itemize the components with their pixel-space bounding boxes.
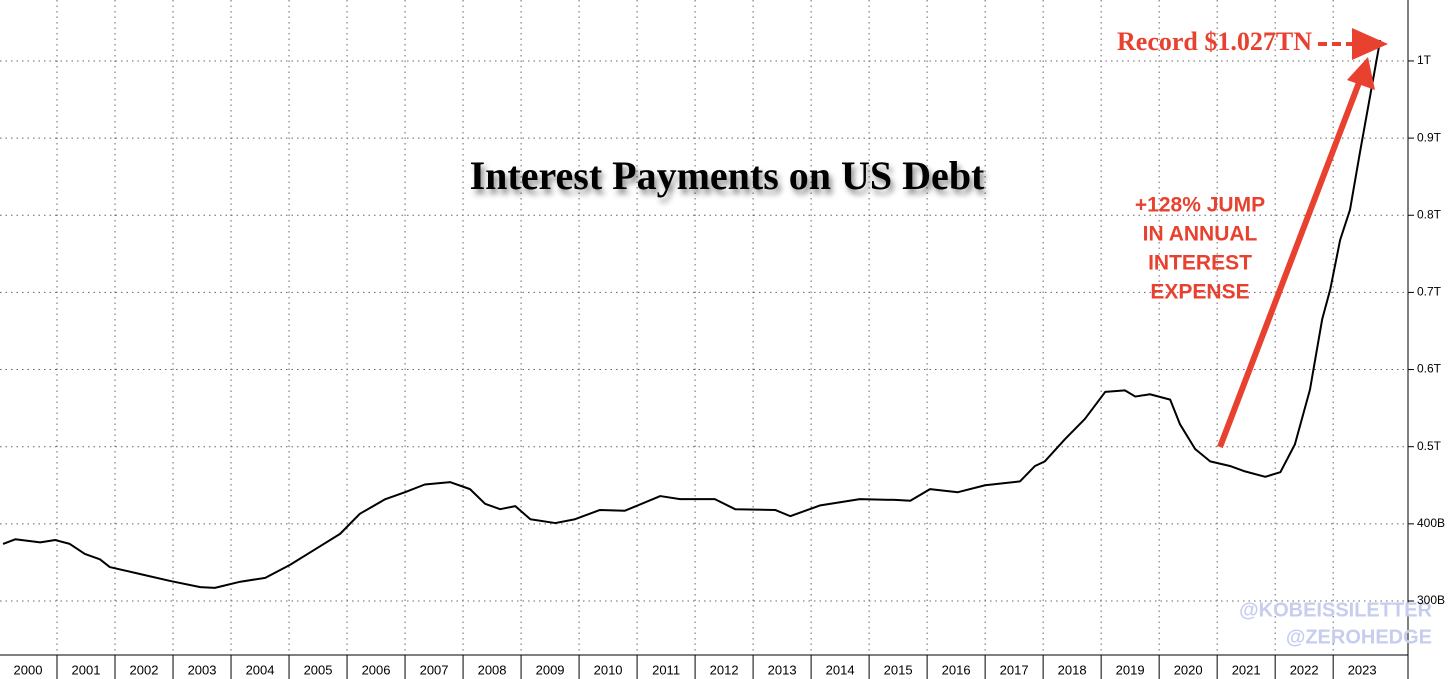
- y-tick-label: 0.6T: [1417, 362, 1442, 376]
- watermark: @ZEROHEDGE: [1286, 626, 1432, 648]
- jump-arrow: [1217, 78, 1363, 449]
- x-tick-label: 2002: [130, 662, 159, 677]
- chart-title: Interest Payments on US Debt: [470, 153, 985, 198]
- watermarks: @KOBEISSILETTER @ZEROHEDGE: [1239, 599, 1432, 648]
- x-tick-label: 2015: [884, 662, 913, 677]
- x-tick-label: 2006: [362, 662, 391, 677]
- jump-label-line: +128% JUMP: [1135, 194, 1265, 217]
- x-tick-label: 2021: [1232, 662, 1261, 677]
- x-tick-label: 2022: [1290, 662, 1319, 677]
- y-tick-label: 300B: [1417, 593, 1445, 607]
- x-tick-label: 2020: [1174, 662, 1203, 677]
- x-tick-label: 2011: [652, 662, 680, 677]
- plot: [2, 39, 1382, 589]
- y-tick-label: 0.9T: [1417, 130, 1442, 144]
- jump-arrow-head: [1347, 57, 1375, 90]
- x-tick-label: 2004: [246, 662, 275, 677]
- y-tick-label: 1T: [1417, 53, 1432, 67]
- x-tick-label: 2009: [536, 662, 565, 677]
- x-tick-label: 2019: [1116, 662, 1145, 677]
- jump-label-line: INTEREST: [1148, 252, 1252, 275]
- x-tick-label: 2008: [478, 662, 507, 677]
- jump-label: +128% JUMP IN ANNUAL INTEREST EXPENSE: [1135, 194, 1265, 304]
- x-tick-label: 2016: [942, 662, 971, 677]
- record-label: Record $1.027TN: [1117, 27, 1312, 56]
- x-tick-label: 2014: [826, 662, 855, 677]
- y-tick-label: 0.5T: [1417, 439, 1442, 453]
- x-tick-label: 2013: [768, 662, 797, 677]
- x-tick-label: 2000: [14, 662, 43, 677]
- jump-label-line: IN ANNUAL: [1143, 223, 1258, 246]
- x-tick-label: 2003: [188, 662, 217, 677]
- x-tick-label: 2018: [1058, 662, 1087, 677]
- watermark: @KOBEISSILETTER: [1239, 599, 1432, 621]
- y-tick-label: 0.8T: [1417, 207, 1442, 221]
- y-tick-label: 400B: [1417, 516, 1445, 530]
- x-tick-label: 2007: [420, 662, 449, 677]
- x-tick-label: 2017: [1000, 662, 1029, 677]
- x-tick-label: 2001: [72, 662, 101, 677]
- jump-label-line: EXPENSE: [1150, 281, 1249, 304]
- y-tick-label: 0.7T: [1417, 285, 1442, 299]
- grid: [0, 0, 1408, 655]
- x-tick-label: 2010: [594, 662, 623, 677]
- x-tick-label: 2012: [710, 662, 739, 677]
- data-line: [2, 39, 1382, 589]
- x-tick-label: 2023: [1348, 662, 1377, 677]
- x-tick-label: 2005: [304, 662, 333, 677]
